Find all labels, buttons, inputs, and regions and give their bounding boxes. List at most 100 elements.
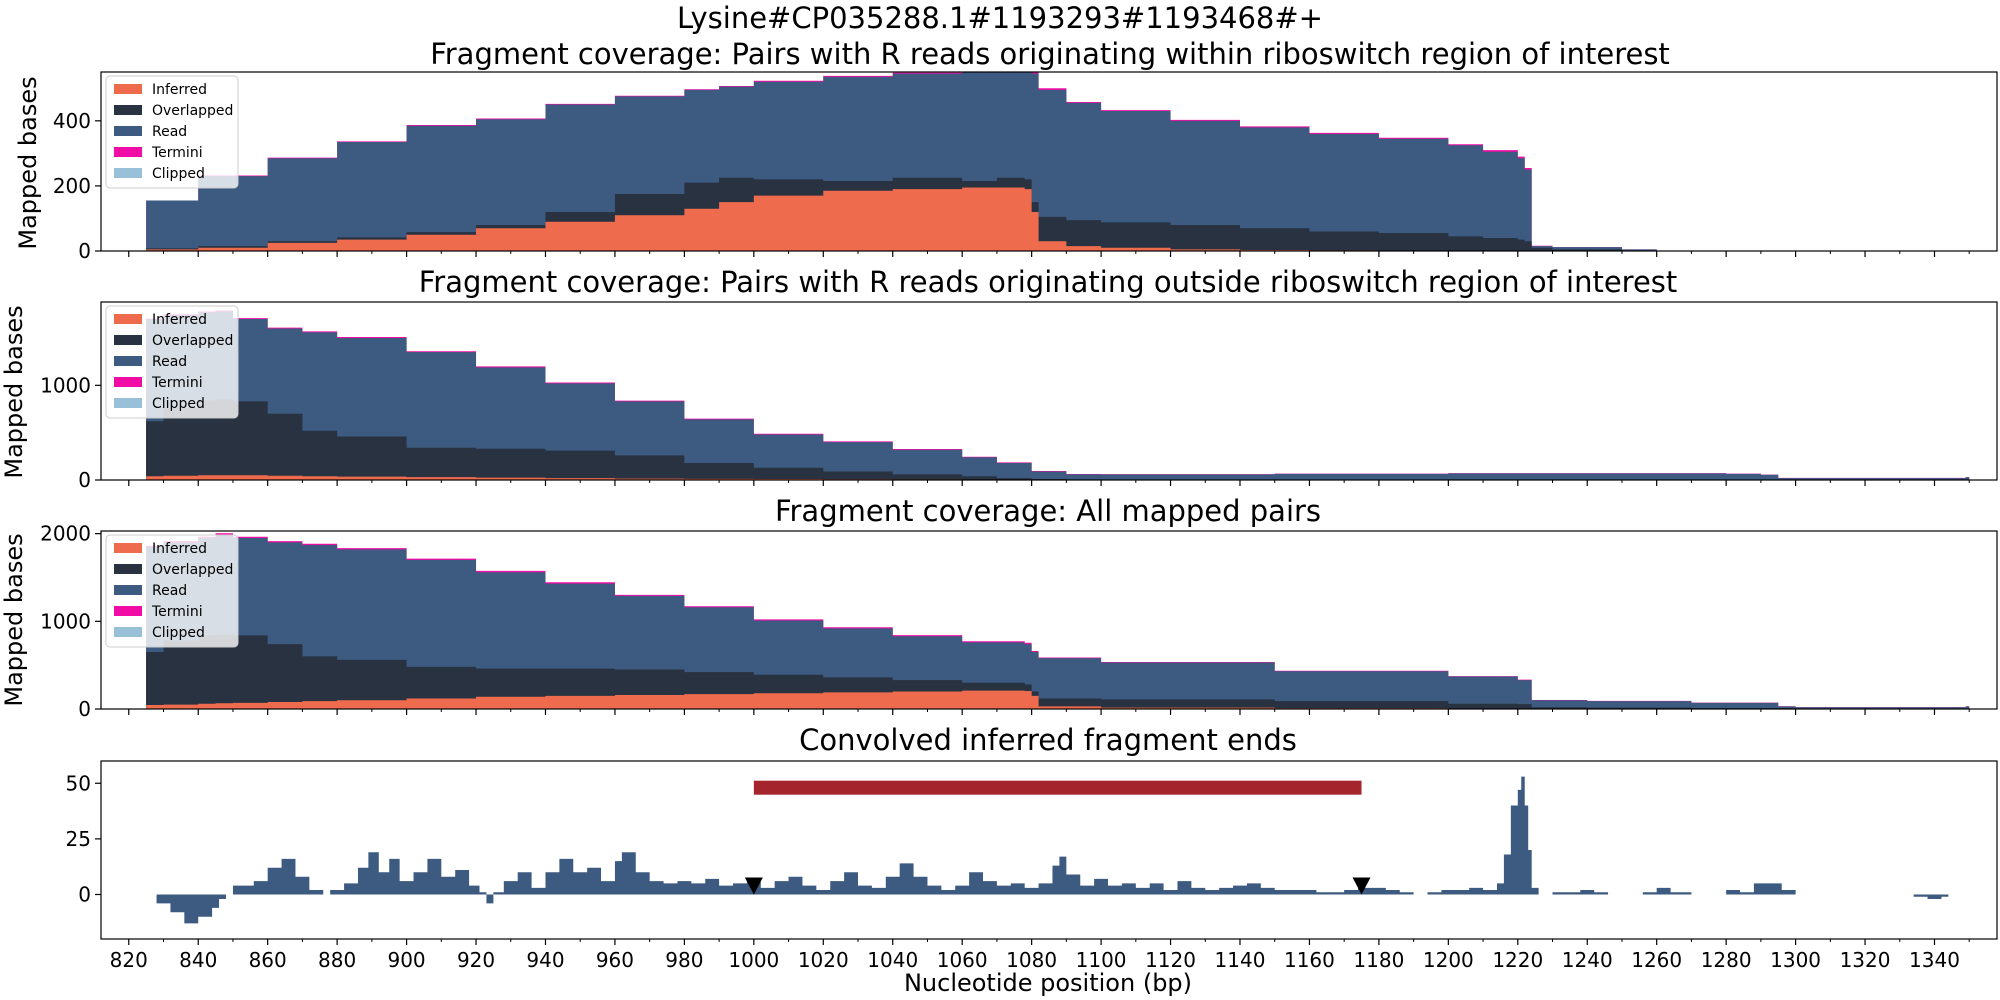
y-tick-label: 50 xyxy=(66,771,91,795)
x-tick-label: 920 xyxy=(457,948,495,972)
y-tick-label: 0 xyxy=(78,468,91,492)
legend-label-read: Read xyxy=(152,583,187,599)
x-tick-label: 1080 xyxy=(1006,948,1057,972)
panel-4-plot: 0 25 50 820 840 860 880 900 920 940 960 980 1000 1020… xyxy=(66,760,1998,972)
series-read xyxy=(146,534,1970,709)
region-bar xyxy=(753,780,1362,795)
x-tick-label: 840 xyxy=(179,948,217,972)
y-tick-label: 200 xyxy=(53,174,91,198)
marker-triangle-1 xyxy=(744,877,763,895)
legend-label-termini: Termini xyxy=(151,145,203,161)
signal-bars xyxy=(146,776,1949,924)
legend-swatch-overlapped xyxy=(114,335,142,345)
series-inferred xyxy=(146,187,1970,251)
x-tick-label: 1040 xyxy=(867,948,918,972)
x-tick-label: 980 xyxy=(665,948,703,972)
y-tick-label: 2000 xyxy=(40,522,91,546)
series-inferred xyxy=(146,475,1970,480)
legend-label-termini: Termini xyxy=(151,375,203,391)
x-tick-label: 1000 xyxy=(728,948,779,972)
axes-frame xyxy=(100,760,1998,940)
legend-label-overlapped: Overlapped xyxy=(152,562,233,578)
legend-swatch-clipped xyxy=(114,168,142,178)
series-overlapped xyxy=(146,634,1970,709)
x-tick-label: 1260 xyxy=(1631,948,1682,972)
x-tick-label: 1160 xyxy=(1284,948,1335,972)
legend-label-read: Read xyxy=(152,124,187,140)
legend-swatch-read xyxy=(114,585,142,595)
panel-1-plot: Inferred Overlapped Read Termini Clipped 0 200… xyxy=(53,71,1998,263)
x-tick-label: 1100 xyxy=(1076,948,1127,972)
legend-label-inferred: Inferred xyxy=(152,541,207,557)
legend-swatch-termini xyxy=(114,377,142,387)
x-tick-label: 940 xyxy=(526,948,564,972)
plot-area xyxy=(146,776,1949,924)
legend-swatch-read xyxy=(114,356,142,366)
marker-triangle-2 xyxy=(1352,877,1371,895)
legend-swatch-read xyxy=(114,126,142,136)
legend-label-inferred: Inferred xyxy=(152,82,207,98)
panel-4-title: Convolved inferred fragment ends xyxy=(799,723,1297,757)
legend-swatch-overlapped xyxy=(114,564,142,574)
plot-area xyxy=(146,533,1970,709)
series-overlapped xyxy=(146,399,1970,480)
x-tick-label: 1320 xyxy=(1840,948,1891,972)
panel-3-ylabel: Mapped bases xyxy=(0,533,28,706)
legend-swatch-clipped xyxy=(114,627,142,637)
panel-3-plot: Inferred Overlapped Read Termini Clipped 0 100… xyxy=(40,522,1998,721)
legend-swatch-termini xyxy=(114,606,142,616)
legend-label-clipped: Clipped xyxy=(152,625,205,641)
y-tick-label: 0 xyxy=(78,883,91,907)
y-tick-label: 400 xyxy=(53,109,91,133)
x-tick-label: 900 xyxy=(387,948,425,972)
x-tick-label: 820 xyxy=(110,948,148,972)
legend: Inferred Overlapped Read Termini Clipped xyxy=(105,75,239,189)
legend-label-inferred: Inferred xyxy=(152,312,207,328)
x-tick-label: 1140 xyxy=(1215,948,1266,972)
panel-4: Convolved inferred fragment ends 0 25 50 82… xyxy=(66,723,1998,997)
y-tick-label: 1000 xyxy=(40,609,91,633)
y-tick-label: 1000 xyxy=(40,373,91,397)
panel-3: Fragment coverage: All mapped pairs Mapp… xyxy=(0,494,1998,721)
legend-label-read: Read xyxy=(152,354,187,370)
legend: Inferred Overlapped Read Termini Clipped xyxy=(105,305,239,419)
panel-1-title: Fragment coverage: Pairs with R reads or… xyxy=(430,37,1670,71)
panel-1-ylabel: Mapped bases xyxy=(14,76,42,249)
series-inferred xyxy=(146,690,1970,709)
panel-2-title: Fragment coverage: Pairs with R reads or… xyxy=(419,265,1678,299)
x-tick-label: 1220 xyxy=(1492,948,1543,972)
panel-3-title: Fragment coverage: All mapped pairs xyxy=(775,494,1321,528)
legend-swatch-inferred xyxy=(114,543,142,553)
x-tick-label: 860 xyxy=(249,948,287,972)
legend-label-clipped: Clipped xyxy=(152,166,205,182)
legend-swatch-overlapped xyxy=(114,105,142,115)
x-tick-label: 960 xyxy=(596,948,634,972)
panel-2-plot: Inferred Overlapped Read Termini Clipped 0 100… xyxy=(40,301,1998,492)
legend-swatch-clipped xyxy=(114,398,142,408)
legend-label-termini: Termini xyxy=(151,604,203,620)
axes-frame xyxy=(100,71,1998,252)
x-tick-label: 1340 xyxy=(1909,948,1960,972)
legend-label-overlapped: Overlapped xyxy=(152,103,233,119)
x-tick-label: 1280 xyxy=(1701,948,1752,972)
plot-area xyxy=(146,72,1970,251)
panel-2-ylabel: Mapped bases xyxy=(0,305,28,478)
x-tick-label: 880 xyxy=(318,948,356,972)
legend-swatch-inferred xyxy=(114,84,142,94)
series-read xyxy=(146,72,1970,251)
legend: Inferred Overlapped Read Termini Clipped xyxy=(105,534,239,648)
x-axis-label: Nucleotide position (bp) xyxy=(904,969,1192,997)
x-tick-label: 1020 xyxy=(798,948,849,972)
x-tick-label: 1300 xyxy=(1770,948,1821,972)
figure-suptitle: Lysine#CP035288.1#1193293#1193468#+ xyxy=(677,1,1323,35)
series-read xyxy=(146,311,1970,480)
x-tick-label: 1120 xyxy=(1145,948,1196,972)
y-tick-label: 25 xyxy=(66,827,91,851)
plot-area xyxy=(146,310,1970,480)
panel-1: Fragment coverage: Pairs with R reads or… xyxy=(14,37,1998,263)
y-tick-label: 0 xyxy=(78,239,91,263)
x-tick-label: 1180 xyxy=(1353,948,1404,972)
x-tick-label: 1060 xyxy=(937,948,988,972)
legend-label-overlapped: Overlapped xyxy=(152,333,233,349)
